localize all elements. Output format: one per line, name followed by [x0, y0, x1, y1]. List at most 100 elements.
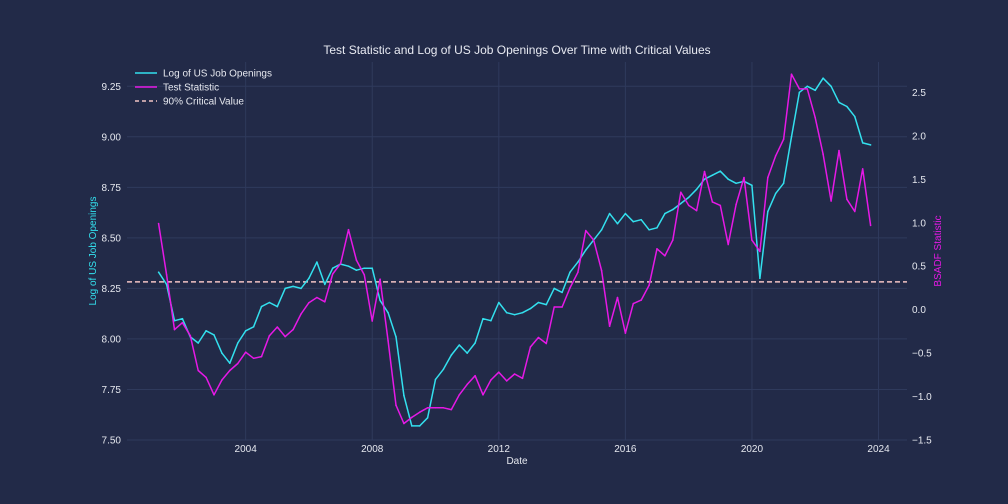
data-point-test-statistic: [403, 422, 405, 425]
y-right-tick-label: 1.0: [912, 218, 926, 229]
data-point-test-statistic: [656, 248, 658, 250]
data-point-test-statistic: [861, 168, 864, 170]
data-point-job-openings: [395, 336, 397, 338]
data-point-job-openings: [869, 144, 872, 146]
legend-label-test-statistic: Test Statistic: [163, 83, 219, 94]
data-point-test-statistic: [806, 88, 809, 90]
data-point-test-statistic: [743, 176, 745, 179]
y-right-tick-label: −1.5: [912, 436, 932, 447]
data-point-test-statistic: [292, 328, 294, 331]
data-point-job-openings: [577, 261, 579, 263]
data-point-job-openings: [237, 342, 239, 344]
data-point-test-statistic: [221, 379, 223, 381]
data-point-test-statistic: [205, 376, 207, 379]
data-point-test-statistic: [197, 369, 199, 372]
data-point-job-openings: [458, 344, 461, 346]
data-point-job-openings: [648, 229, 650, 231]
data-point-job-openings: [774, 192, 777, 195]
data-point-job-openings: [672, 208, 674, 211]
data-point-test-statistic: [585, 229, 587, 232]
data-point-test-statistic: [664, 255, 666, 257]
data-point-test-statistic: [331, 273, 334, 275]
data-point-job-openings: [585, 249, 587, 251]
data-point-job-openings: [806, 85, 809, 88]
data-point-test-statistic: [411, 416, 413, 419]
data-point-job-openings: [664, 212, 666, 215]
data-point-job-openings: [387, 311, 389, 314]
data-point-job-openings: [300, 287, 302, 290]
y-left-tick-label: 7.50: [102, 436, 122, 447]
y-left-tick-label: 8.50: [102, 233, 122, 244]
data-point-job-openings: [331, 267, 334, 270]
data-point-test-statistic: [854, 210, 856, 213]
data-point-test-statistic: [284, 335, 287, 338]
data-point-test-statistic: [355, 259, 358, 261]
data-point-test-statistic: [395, 404, 397, 407]
data-point-job-openings: [197, 342, 199, 344]
data-point-test-statistic: [371, 320, 374, 322]
data-point-job-openings: [442, 368, 445, 371]
x-tick-label: 2024: [867, 444, 890, 455]
data-point-job-openings: [751, 184, 753, 187]
data-point-job-openings: [221, 352, 223, 354]
data-point-job-openings: [292, 285, 294, 288]
data-point-test-statistic: [513, 373, 516, 375]
data-point-job-openings: [173, 319, 176, 322]
legend: Log of US Job Openings Test Statistic 90…: [135, 69, 272, 108]
data-point-job-openings: [324, 283, 326, 286]
data-point-job-openings: [640, 218, 642, 221]
data-point-job-openings: [545, 303, 548, 306]
data-point-test-statistic: [490, 379, 492, 381]
y-right-tick-label: −0.5: [912, 349, 932, 360]
data-point-job-openings: [703, 178, 706, 180]
data-point-test-statistic: [474, 374, 476, 377]
data-point-test-statistic: [838, 149, 840, 152]
x-axis-ticks: 2004 2008 2012 2016 2020 2024: [235, 444, 891, 455]
data-point-test-statistic: [244, 351, 247, 354]
y-left-axis-title: Log of US Job Openings: [88, 197, 99, 306]
data-point-test-statistic: [600, 269, 603, 272]
data-point-test-statistic: [498, 371, 500, 374]
grid: [127, 62, 907, 441]
data-point-job-openings: [656, 227, 658, 229]
data-point-test-statistic: [252, 357, 255, 360]
data-point-job-openings: [276, 305, 279, 308]
data-point-test-statistic: [339, 262, 342, 265]
data-point-test-statistic: [458, 394, 461, 396]
data-point-job-openings: [347, 265, 350, 268]
data-point-test-statistic: [814, 116, 816, 119]
data-point-job-openings: [498, 301, 500, 304]
data-point-test-statistic: [434, 407, 437, 409]
data-point-test-statistic: [687, 204, 690, 207]
data-point-job-openings: [767, 210, 769, 213]
data-point-job-openings: [822, 77, 824, 79]
data-point-test-statistic: [260, 355, 263, 358]
data-point-test-statistic: [632, 302, 635, 305]
data-point-job-openings: [355, 269, 358, 272]
data-point-job-openings: [798, 91, 801, 94]
y-right-tick-label: 2.0: [912, 131, 926, 142]
data-point-test-statistic: [363, 274, 366, 276]
data-point-job-openings: [450, 354, 453, 356]
data-point-job-openings: [505, 311, 508, 314]
data-point-test-statistic: [529, 346, 532, 348]
data-point-test-statistic: [308, 301, 310, 304]
data-point-job-openings: [434, 378, 437, 381]
data-point-job-openings: [759, 277, 761, 280]
y-left-tick-label: 9.25: [102, 82, 122, 93]
data-point-job-openings: [244, 330, 247, 332]
y-right-tick-label: 2.5: [912, 88, 926, 99]
data-point-job-openings: [830, 85, 832, 88]
data-point-test-statistic: [268, 334, 271, 337]
data-point-test-statistic: [466, 383, 469, 386]
data-point-job-openings: [711, 174, 714, 176]
data-point-test-statistic: [387, 340, 389, 342]
data-point-job-openings: [727, 178, 729, 180]
data-point-test-statistic: [569, 287, 571, 289]
data-point-job-openings: [719, 170, 722, 172]
data-point-job-openings: [521, 311, 524, 314]
data-point-job-openings: [846, 105, 848, 108]
data-point-test-statistic: [276, 326, 279, 328]
legend-label-job-openings: Log of US Job Openings: [163, 69, 272, 80]
